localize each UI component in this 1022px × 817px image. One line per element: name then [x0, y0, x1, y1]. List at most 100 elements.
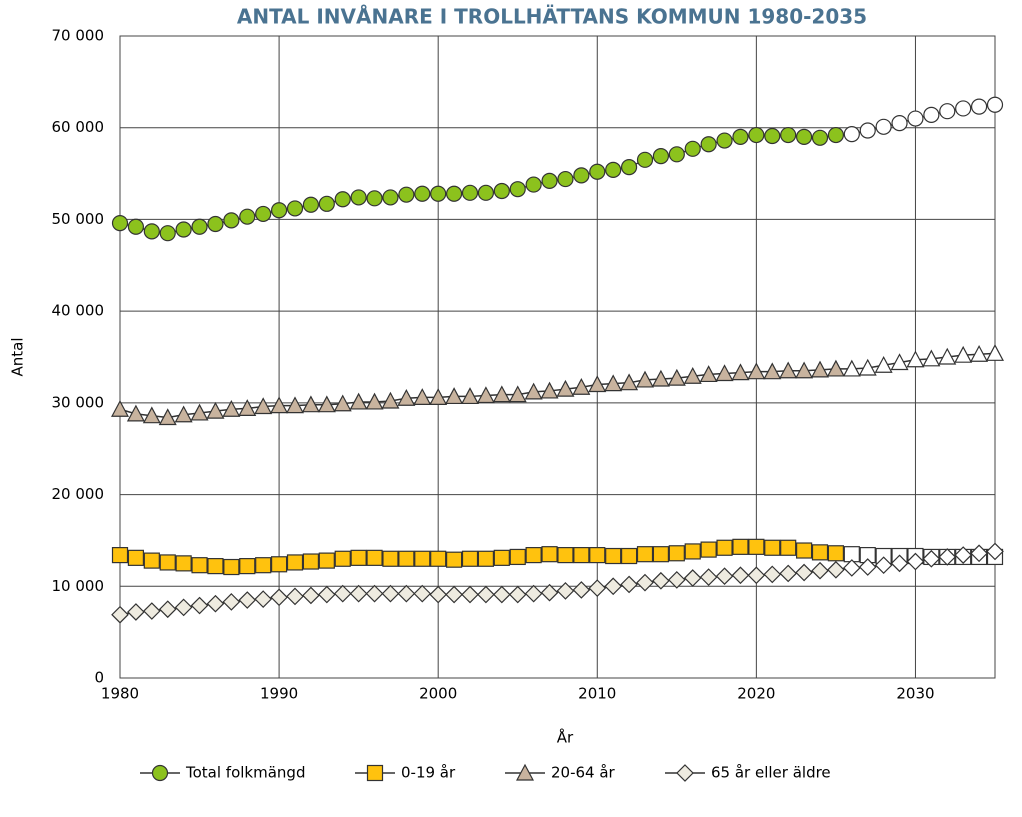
data-point: [334, 550, 351, 567]
data-point: [986, 96, 1004, 113]
data-point: [699, 568, 718, 586]
data-point: [668, 146, 685, 163]
data-point: [986, 542, 1004, 561]
data-point: [954, 546, 973, 564]
data-point: [827, 560, 845, 579]
legend-label: 20-64 år: [551, 764, 616, 782]
data-point: [970, 344, 989, 362]
data-point: [795, 542, 813, 559]
data-point: [842, 359, 861, 377]
data-point: [445, 551, 463, 568]
data-point: [159, 554, 176, 571]
data-point: [890, 554, 909, 573]
data-point: [907, 110, 924, 127]
data-point: [636, 151, 654, 168]
data-point: [206, 594, 225, 613]
data-point: [238, 399, 257, 416]
data-point: [636, 573, 654, 592]
data-point: [476, 386, 495, 404]
data-point: [142, 406, 161, 424]
data-point: [509, 548, 526, 566]
data-point: [573, 167, 590, 184]
x-tick-label: 1990: [260, 685, 298, 703]
data-point: [556, 379, 575, 397]
data-point: [286, 554, 304, 571]
data-point: [684, 543, 701, 560]
legend-marker: [366, 764, 384, 782]
data-point: [508, 585, 527, 604]
data-point: [111, 605, 129, 624]
data-point: [429, 388, 448, 405]
data-point: [779, 564, 798, 583]
data-point: [620, 373, 639, 391]
data-point: [922, 549, 941, 568]
data-point: [286, 396, 304, 414]
legend-label: Total folkmängd: [185, 764, 305, 782]
data-point: [540, 381, 559, 399]
data-point: [780, 539, 797, 556]
data-point: [572, 581, 591, 599]
data-point: [811, 544, 829, 561]
data-point: [398, 186, 415, 203]
data-point: [605, 161, 622, 179]
data-point: [318, 195, 335, 212]
data-point: [349, 584, 368, 603]
data-point: [827, 126, 845, 144]
data-point: [143, 223, 160, 240]
data-point: [492, 585, 511, 604]
legend-item: 65 år eller äldre: [665, 764, 831, 782]
data-point: [255, 205, 272, 223]
data-point: [715, 567, 734, 586]
data-point: [700, 136, 717, 153]
data-point: [557, 170, 574, 188]
data-point: [239, 558, 256, 575]
x-tick-label: 2010: [578, 685, 616, 703]
data-point: [270, 202, 288, 219]
data-point: [525, 547, 542, 564]
legend-label: 65 år eller äldre: [711, 764, 831, 782]
data-point: [382, 550, 399, 567]
data-point: [970, 98, 988, 115]
data-point: [636, 370, 654, 388]
legend-marker: [151, 764, 169, 782]
data-point: [716, 539, 733, 556]
data-point: [223, 558, 240, 576]
data-point: [158, 408, 177, 426]
legend-marker: [516, 763, 534, 781]
data-point: [747, 566, 766, 585]
data-point: [413, 388, 432, 405]
data-point: [254, 397, 273, 415]
data-point: [255, 557, 272, 574]
data-point: [365, 392, 384, 410]
data-point: [430, 185, 447, 202]
data-point: [923, 106, 940, 123]
data-point: [207, 215, 224, 233]
data-point: [127, 603, 145, 621]
y-tick-label: 50 000: [52, 210, 105, 228]
x-tick-label: 2020: [737, 685, 775, 703]
data-point: [764, 127, 781, 145]
data-point: [239, 208, 256, 225]
data-point: [668, 545, 685, 562]
data-point: [302, 586, 320, 605]
data-point: [795, 128, 813, 145]
data-point: [223, 212, 240, 229]
data-point: [524, 382, 543, 400]
data-point: [732, 128, 749, 145]
data-point: [461, 585, 479, 604]
data-point: [986, 344, 1004, 361]
data-point: [763, 565, 782, 584]
data-point: [731, 566, 750, 585]
data-point: [190, 596, 209, 615]
data-point: [461, 387, 479, 405]
data-point: [589, 163, 606, 180]
data-point: [572, 377, 591, 395]
data-point: [477, 550, 495, 567]
data-point: [127, 218, 145, 235]
data-point: [588, 579, 607, 597]
data-point: [317, 395, 336, 413]
data-point: [891, 115, 908, 132]
data-point: [366, 190, 383, 207]
data-point: [445, 387, 464, 405]
